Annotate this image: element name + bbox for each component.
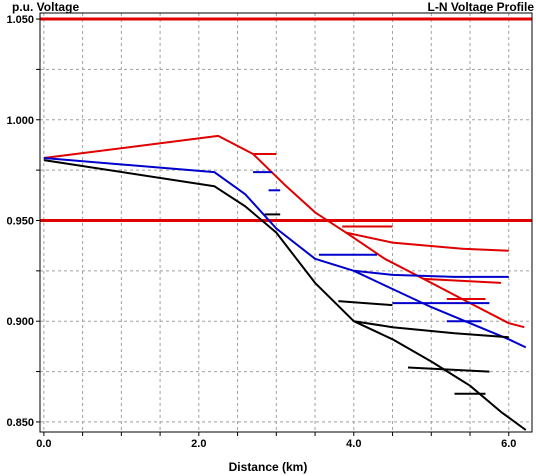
- y-tick-label: 0.950: [6, 215, 34, 227]
- y-tick-label: 0.900: [6, 316, 34, 328]
- x-axis-label: Distance (km): [228, 460, 308, 474]
- phase-voltage-line-1: [345, 231, 525, 329]
- y-tick-label: 1.050: [6, 14, 34, 26]
- x-tick-label: 2.0: [191, 438, 206, 450]
- phase-voltage-line-1: [423, 277, 502, 284]
- phase-voltage-line-3: [353, 320, 527, 431]
- tick-layer: 0.0 2.0 4.0 6.0 0.850 0.900 0.950 1.000 1.050: [6, 14, 516, 450]
- x-tick-label: 6.0: [501, 438, 516, 450]
- phase-voltage-line-3: [43, 159, 509, 339]
- phase-voltage-line-2: [43, 157, 509, 278]
- phase-voltage-line-1: [43, 134, 509, 252]
- limit-layer: [40, 17, 532, 222]
- x-tick-label: 0.0: [36, 438, 51, 450]
- phase-voltage-line-3: [338, 300, 393, 307]
- phase-voltage-line-3: [407, 366, 490, 373]
- y-tick-label: 1.000: [6, 115, 34, 127]
- series-layer: [43, 134, 527, 431]
- y-tick-label: 0.850: [6, 417, 34, 429]
- chart-title: L-N Voltage Profile: [427, 0, 534, 14]
- y-axis-label: p.u. Voltage: [12, 0, 80, 14]
- phase-voltage-line-2: [353, 269, 527, 349]
- x-tick-label: 4.0: [346, 438, 361, 450]
- plot-frame: [39, 12, 533, 433]
